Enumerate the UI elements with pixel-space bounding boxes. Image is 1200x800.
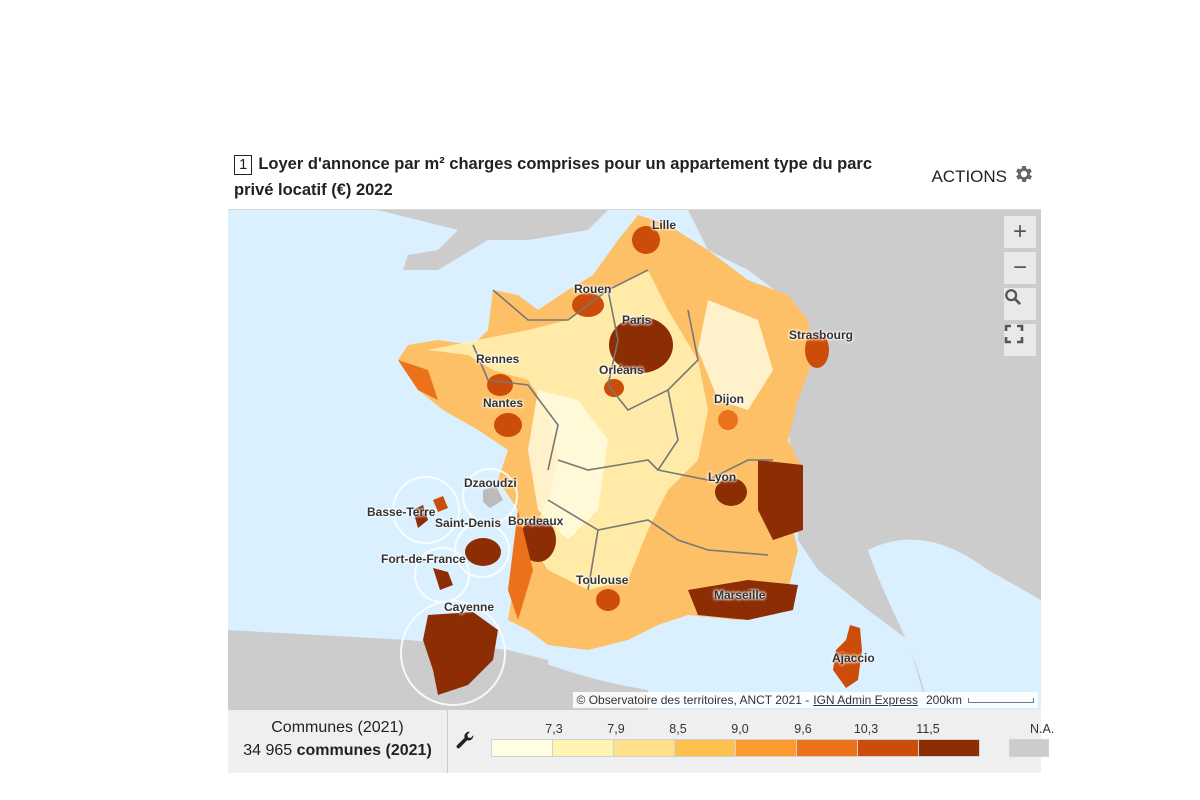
legend-break-5: 10,3 [853,722,879,736]
city-label-rennes: Rennes [476,352,520,366]
layer-count: 34 965 communes (2021) [228,742,447,760]
title-text: Loyer d'annonce par m² charges comprises… [234,155,872,199]
city-label-fort-de-france: Fort-de-France [381,552,466,566]
city-label-lille: Lille [652,218,677,232]
indicator-number: 1 [234,155,253,175]
attribution-text: © Observatoire des territoires, ANCT 202… [576,693,810,707]
legend-break-1: 7,9 [607,722,625,736]
legend-na-class[interactable] [1009,739,1049,757]
legend-na-label: N.A. [1030,722,1055,736]
city-label-bordeaux: Bordeaux [508,514,564,528]
legend-color-scale [491,739,980,757]
city-label-basse-terre: Basse-Terre [367,505,436,519]
legend-break-6: 11,5 [916,722,940,736]
city-label-saint-denis: Saint-Denis [435,516,502,530]
zoom-in-button[interactable]: + [1004,216,1036,248]
legend-class-3[interactable] [613,739,675,757]
city-label-paris: Paris [622,313,652,327]
legend-break-2: 8,5 [669,722,687,736]
actions-label: ACTIONS [931,166,1007,186]
city-label-lyon: Lyon [708,470,737,484]
legend-class-6[interactable] [796,739,858,757]
legend-class-2[interactable] [552,739,614,757]
count-value: 34 965 [243,742,293,759]
map-attribution: © Observatoire des territoires, ANCT 202… [572,692,1038,708]
legend-class-4[interactable] [674,739,736,757]
zoom-out-button[interactable]: − [1004,252,1036,284]
legend-break-0: 7,3 [545,722,563,736]
city-label-marseille: Marseille [714,588,766,602]
legend-class-5[interactable] [735,739,797,757]
city-label-ajaccio: Ajaccio [832,651,875,665]
map-canvas[interactable]: + − Lille Rouen Paris Strasbourg Rennes … [228,210,1041,710]
scale-bar [968,697,1034,703]
scale-label: 200km [925,693,962,707]
gear-icon [1013,163,1035,190]
city-label-dijon: Dijon [714,392,744,406]
ign-admin-express-link[interactable]: IGN Admin Express [813,693,918,707]
fullscreen-button[interactable] [1004,324,1036,356]
layer-info: Communes (2021) 34 965 communes (2021) [228,710,448,773]
legend-break-4: 9,6 [794,722,812,736]
map-panel: 1 Loyer d'annonce par m² charges comprise… [228,145,1054,773]
city-label-cayenne: Cayenne [444,600,495,614]
city-label-nantes: Nantes [483,396,524,410]
count-unit: communes (2021) [296,742,432,759]
layer-title: Communes (2021) [271,719,404,736]
legend-bar: Communes (2021) 34 965 communes (2021) 7… [228,710,1054,773]
wrench-icon [454,731,476,756]
legend-class-8[interactable] [918,739,980,757]
city-label-orleans: Orléans [599,363,644,377]
city-label-dzaoudzi: Dzaoudzi [464,476,517,490]
city-label-toulouse: Toulouse [576,573,629,587]
search-button[interactable] [1004,288,1036,320]
panel-header: 1 Loyer d'annonce par m² charges comprise… [228,145,1041,210]
legend-class-7[interactable] [857,739,919,757]
legend-break-3: 9,0 [731,722,749,736]
actions-button[interactable]: ACTIONS [931,163,1035,190]
map-graphic [228,210,1041,710]
city-label-strasbourg: Strasbourg [789,328,854,342]
map-title: 1 Loyer d'annonce par m² charges comprise… [234,151,914,203]
legend-settings-button[interactable] [454,730,476,757]
city-label-rouen: Rouen [574,282,612,296]
legend-class-1[interactable] [491,739,553,757]
